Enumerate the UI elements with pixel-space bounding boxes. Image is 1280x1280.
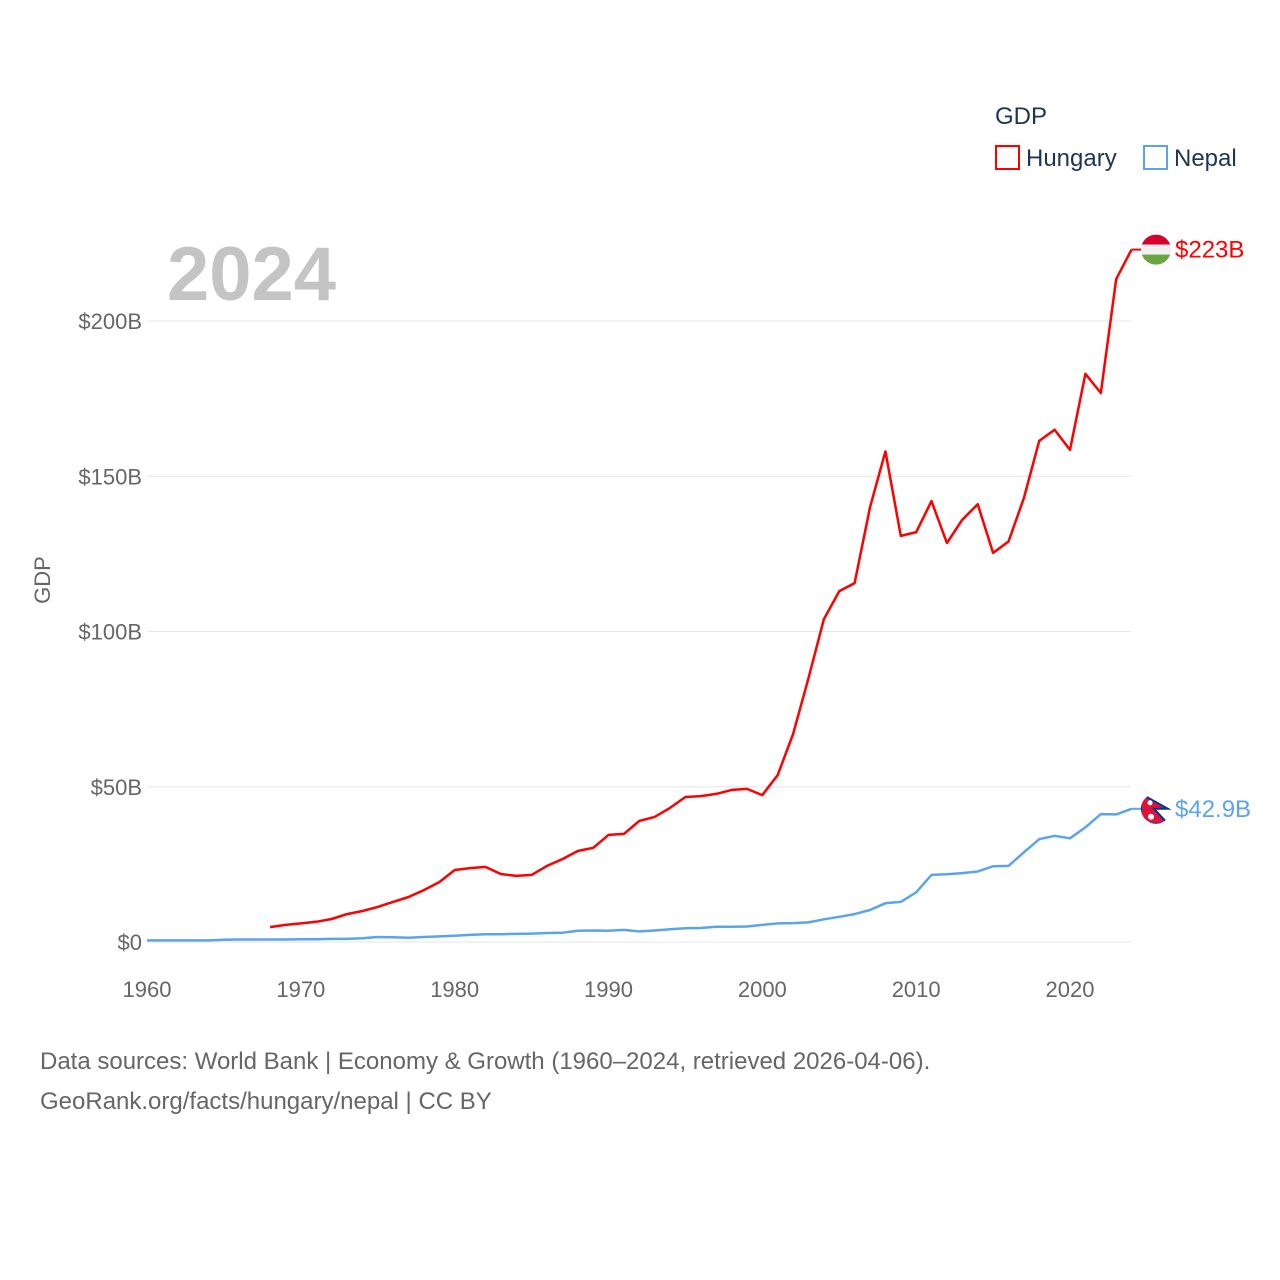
y-tick-label: $100B xyxy=(78,620,142,645)
legend-label-hungary: Hungary xyxy=(1026,145,1117,172)
flag-stripe xyxy=(1141,234,1171,245)
flag-stripe xyxy=(1141,254,1171,265)
x-tick-label: 1960 xyxy=(123,977,172,1002)
x-tick-label: 1990 xyxy=(584,977,633,1002)
flag-stripe xyxy=(1141,244,1171,255)
flag-body xyxy=(1141,234,1171,265)
y-axis-label: GDP xyxy=(30,556,55,604)
flag-body xyxy=(1141,793,1171,824)
end-value-label-hungary: $223B xyxy=(1175,237,1244,264)
legend-swatch-nepal xyxy=(1143,145,1168,170)
series-line-nepal xyxy=(147,807,1132,942)
x-tick-label: 1980 xyxy=(430,977,479,1002)
y-tick-label: $50B xyxy=(91,775,142,800)
legend-label-nepal: Nepal xyxy=(1174,145,1237,172)
y-tick-label: $150B xyxy=(78,464,142,489)
end-value-label-nepal: $42.9B xyxy=(1175,796,1251,823)
hungary-flag-icon xyxy=(1141,234,1171,265)
flag-pennant xyxy=(1141,793,1171,824)
flag-moon xyxy=(1147,800,1153,806)
y-tick-label: $200B xyxy=(78,309,142,334)
nepal-flag-icon xyxy=(1141,793,1171,824)
x-tick-label: 2020 xyxy=(1046,977,1095,1002)
x-tick-label: 2010 xyxy=(892,977,941,1002)
legend-title: GDP xyxy=(995,103,1047,130)
legend-item-hungary[interactable]: Hungary xyxy=(995,145,1117,172)
footer-link[interactable]: GeoRank.org/facts/hungary/nepal | CC BY xyxy=(40,1088,492,1115)
x-tick-label: 2000 xyxy=(738,977,787,1002)
y-tick-label: $0 xyxy=(118,930,142,955)
footer: Data sources: World Bank | Economy & Gro… xyxy=(40,1042,930,1122)
legend-swatch-hungary xyxy=(995,145,1020,170)
x-tick-label: 1970 xyxy=(276,977,325,1002)
year-title: 2024 xyxy=(167,232,336,317)
series-line-hungary xyxy=(269,249,1133,929)
flag-sun xyxy=(1148,813,1154,820)
legend-item-nepal[interactable]: Nepal xyxy=(1143,145,1237,172)
footer-sources: Data sources: World Bank | Economy & Gro… xyxy=(40,1048,931,1075)
gdp-line-chart: $0 $50B $100B $150B $200B 1960 1970 1980 1990 20… xyxy=(30,103,1251,1002)
legend: GDP Hungary Nepal xyxy=(995,103,1237,172)
